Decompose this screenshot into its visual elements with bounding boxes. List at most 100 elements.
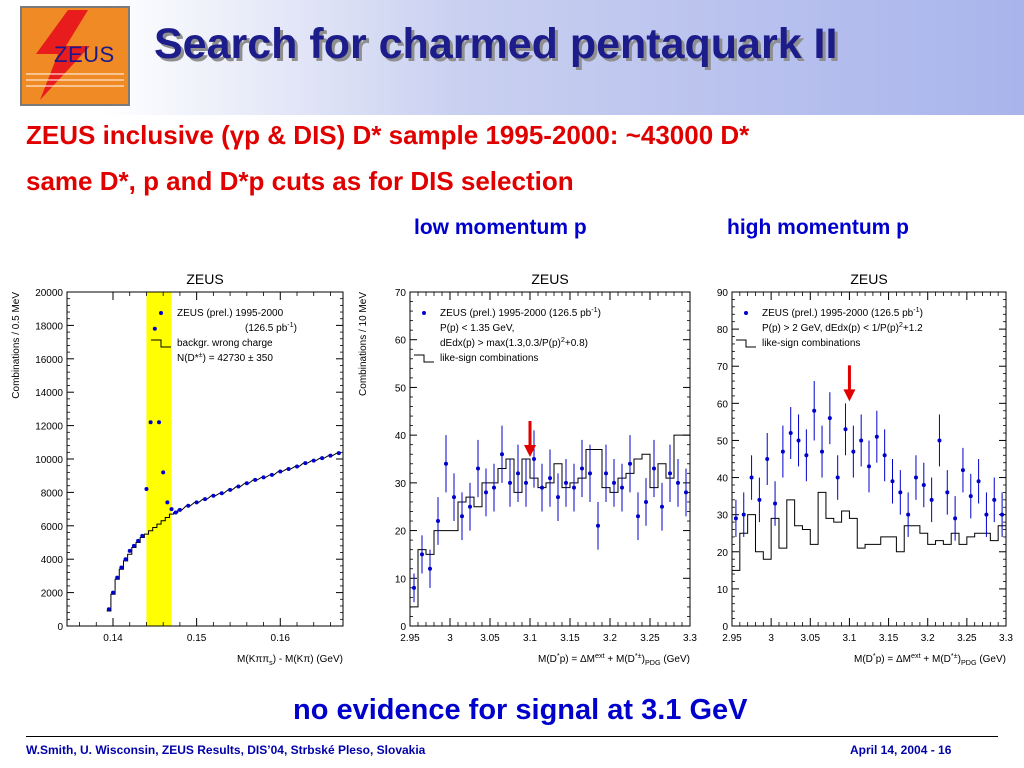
legend-entry: ZEUS (prel.) 1995-2000 [177,308,284,319]
data-point [976,479,981,484]
data-point [588,471,592,476]
data-point [136,538,141,543]
data-point [420,552,424,557]
data-point [244,481,249,486]
legend-point-marker [159,311,163,315]
data-point [253,477,258,482]
legend-entry: like-sign combinations [762,338,860,349]
legend-entry: N(D*±) = 42730 ± 350 [177,350,273,364]
data-point [572,485,576,490]
y-tick-label: 70 [717,362,729,373]
legend-line-marker [151,339,171,348]
data-point [428,566,432,571]
data-point [796,438,801,443]
data-point [540,485,544,490]
data-point [161,470,166,475]
chart-svg-high-momentum: ZEUS 0 10 20 30 40 50 60 70 80 90 2.95 3 3.05 3.1 3.15 3… [717,271,1014,667]
background-histogram [106,452,341,612]
data-point [211,493,216,498]
footer-date-page: April 14, 2004 - 16 [850,743,952,757]
data-point [336,451,341,456]
data-point [628,461,632,466]
data-point [468,504,472,509]
data-point [157,420,161,425]
data-point [295,464,299,469]
data-point [169,507,174,512]
data-point [148,420,153,425]
data-point [444,461,448,466]
signal-arrow-head [524,445,536,457]
x-tick-label: 3.1 [842,633,856,644]
plot-frame [409,291,691,627]
y-tick-label: 40 [395,431,407,442]
data-point [194,500,199,505]
lightning-icon [26,10,124,100]
data-point [460,514,464,519]
x-tick-label: 3.3 [683,633,697,644]
y-tick-label: 30 [717,511,729,522]
y-tick-label: 10 [395,574,407,585]
y-tick-label: 0 [57,622,63,633]
data-point [773,501,778,506]
x-tick-label: 3.05 [801,633,821,644]
y-tick-label: 6000 [41,522,64,533]
y-tick-label: 20 [717,548,729,559]
data-point [152,326,157,331]
data-point [660,504,664,509]
data-point [945,490,950,495]
data-point [668,471,672,476]
data-point [898,490,903,495]
zeus-logo: ZEUS [20,6,130,106]
x-tick-label: 0.15 [187,633,207,644]
data-point [123,557,128,562]
x-axis-label: M(D*p) = ΔMext + M(D*±)PDG (GeV) [538,651,690,667]
data-point [556,495,560,500]
data-point [851,449,856,454]
x-tick-label: 3 [768,633,774,644]
data-point [1000,512,1005,517]
data-point [676,480,680,485]
background-histogram [731,491,1006,626]
data-point [203,497,207,502]
y-tick-label: 0 [400,622,406,633]
data-point [127,548,132,553]
data-point [780,449,785,454]
signal-arrow-head [843,389,856,402]
data-point [820,449,825,454]
y-tick-label: 50 [395,383,407,394]
legend-entry: backgr. wrong charge [177,338,273,349]
data-point [236,484,241,489]
data-point [684,490,688,495]
data-point [620,485,624,490]
data-point [906,512,911,517]
data-point [303,461,308,466]
chart-mass-difference: ZEUS 0 2000 4000 6000 8000 10000 12000 14000 1600… [5,262,350,667]
title-bar [0,0,1024,115]
data-point [412,585,416,590]
data-point [452,495,456,500]
legend-entry: like-sign combinations [440,353,538,364]
conclusion: no evidence for signal at 3.1 GeV [293,694,748,726]
chart-title: ZEUS [531,271,568,287]
data-point [476,466,480,471]
data-point [992,497,997,502]
data-point [278,469,283,474]
data-point [874,434,879,439]
data-point [960,468,965,473]
x-axis-label: M(Kππs) - M(Kπ) (GeV) [237,654,343,667]
x-tick-label: 2.95 [400,633,420,644]
legend-entry: (126.5 pb-1) [245,320,297,334]
y-tick-label: 40 [717,474,729,485]
y-tick-label: 14000 [35,388,63,399]
y-tick-label: 20000 [35,288,63,299]
chart-title: ZEUS [850,271,887,287]
y-tick-label: 4000 [41,555,64,566]
data-point [320,456,325,461]
data-point [500,452,504,457]
data-point [492,485,496,490]
data-point [580,466,584,471]
data-point [835,475,840,480]
data-point [913,475,918,480]
data-point [937,438,942,443]
data-point [269,472,274,477]
